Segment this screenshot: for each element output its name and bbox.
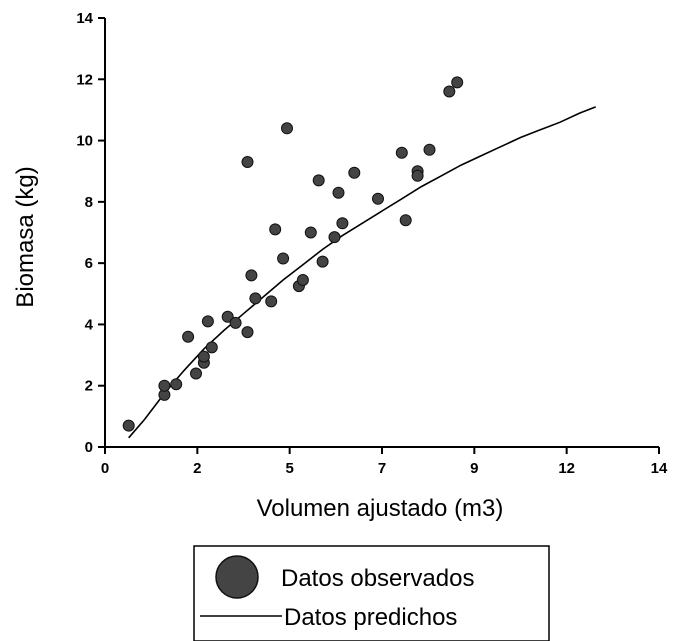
legend-box: [193, 545, 550, 641]
data-point-observed: [451, 76, 464, 89]
x-tick-label: 14: [651, 460, 668, 477]
data-point-observed: [399, 214, 412, 227]
y-tick-label: 14: [76, 10, 93, 27]
data-point-observed: [269, 223, 282, 236]
data-point-observed: [182, 330, 195, 343]
axes: 0 2 5 7 9 12 14 0 2 4 6 8 10 12 14: [76, 10, 668, 477]
series-line-predicted: [128, 106, 596, 439]
y-tick-label: 10: [76, 133, 93, 150]
x-axis-title: Volumen ajustado (m3): [257, 495, 504, 522]
data-point-observed: [328, 231, 341, 244]
data-point-observed: [372, 192, 384, 205]
data-point-observed: [201, 315, 214, 328]
data-point-observed: [316, 255, 329, 268]
data-point-observed: [296, 274, 309, 286]
y-tick-label: 2: [85, 378, 93, 395]
data-point-observed: [443, 85, 456, 98]
x-tick-label: 5: [285, 460, 293, 477]
legend: Datos observados Datos predichos: [193, 545, 550, 641]
y-tick-label: 0: [85, 439, 93, 456]
data-point-observed: [336, 217, 349, 230]
data-point-observed: [304, 226, 317, 239]
data-point-observed: [348, 166, 361, 179]
x-tick-label: 9: [470, 460, 478, 477]
x-tick-label: 7: [378, 460, 386, 477]
data-point-observed: [395, 146, 408, 159]
y-tick-label: 4: [85, 316, 94, 333]
data-point-observed: [122, 419, 135, 432]
data-point-observed: [332, 186, 345, 199]
y-tick-label: 6: [85, 255, 93, 272]
x-tick-label: 0: [101, 460, 109, 477]
data-point-observed: [190, 367, 202, 380]
y-tick-label: 8: [85, 194, 93, 211]
data-point-observed: [411, 169, 424, 182]
y-axis-title: Biomasa (kg): [12, 166, 39, 307]
data-point-observed: [312, 174, 325, 187]
data-point-observed: [265, 295, 278, 308]
data-point-observed: [423, 143, 436, 156]
data-point-observed: [281, 122, 293, 135]
data-point-observed: [249, 292, 262, 305]
data-point-observed: [158, 379, 171, 392]
data-point-observed: [205, 341, 218, 354]
data-point-observed: [197, 350, 210, 363]
x-tick-label: 12: [558, 460, 575, 477]
data-point-observed: [221, 310, 234, 323]
data-point-observed: [277, 252, 290, 265]
plot-area: [122, 76, 596, 439]
x-tick-label: 2: [193, 460, 201, 477]
legend-label-observed: Datos observados: [281, 565, 474, 592]
data-point-observed: [245, 269, 258, 282]
legend-marker-observed-icon: [215, 555, 259, 599]
y-tick-label: 12: [76, 71, 93, 88]
data-point-observed: [170, 378, 183, 391]
data-point-observed: [241, 156, 254, 168]
data-point-observed: [229, 316, 242, 329]
data-point-observed: [241, 326, 254, 339]
legend-label-predicted: Datos predichos: [284, 604, 457, 631]
